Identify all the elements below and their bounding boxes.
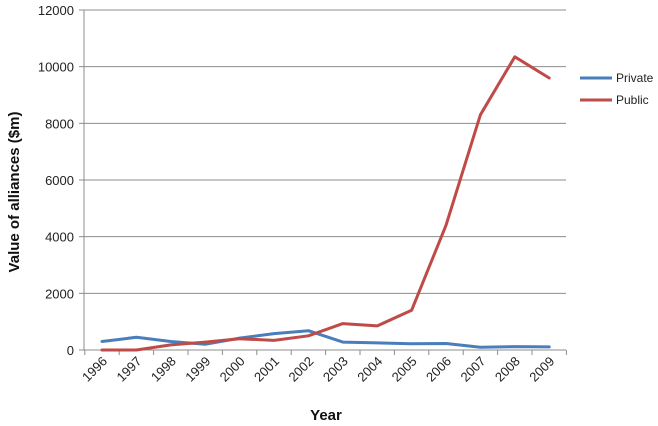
gridlines: [84, 9, 566, 294]
y-tick-label: 2000: [45, 286, 74, 301]
axes: [79, 9, 567, 355]
y-tick-label: 6000: [45, 173, 74, 188]
x-tick-label: 2004: [354, 354, 385, 385]
legend-label-public: Public: [616, 93, 649, 107]
y-tick-label: 10000: [38, 60, 74, 75]
series-line-public: [100, 55, 551, 352]
series-line-private: [100, 329, 551, 349]
legend-label-private: Private: [616, 71, 654, 85]
y-tick-label: 0: [67, 343, 74, 358]
y-tick-label: 8000: [45, 116, 74, 131]
x-tick-label: 2001: [251, 354, 282, 385]
x-tick-label: 2003: [320, 354, 351, 385]
x-tick-label: 1996: [79, 354, 110, 385]
y-axis-title: Value of alliances ($m): [6, 112, 23, 273]
y-tick-label: 12000: [38, 3, 74, 18]
x-tick-label: 2008: [492, 354, 523, 385]
series-lines: [100, 55, 551, 352]
x-tick-label: 1998: [148, 354, 179, 385]
x-tick-labels: 1996 1997 1998 1999 2000 2001 2002 2003 2004 2005…: [79, 354, 557, 385]
x-tick-label: 1999: [182, 354, 213, 385]
x-tick-label: 2000: [217, 354, 248, 385]
y-tick-label: 4000: [45, 230, 74, 245]
x-tick-label: 2007: [457, 354, 488, 385]
x-tick-label: 2009: [526, 354, 557, 385]
y-tick-labels: 0 2000 4000 6000 8000 10000 12000: [38, 3, 74, 358]
legend: Private Public: [580, 71, 654, 107]
x-axis-title: Year: [310, 407, 342, 424]
x-tick-label: 2002: [285, 354, 316, 385]
x-tick-label: 2006: [423, 354, 454, 385]
x-tick-label: 1997: [113, 354, 144, 385]
x-tick-label: 2005: [389, 354, 420, 385]
